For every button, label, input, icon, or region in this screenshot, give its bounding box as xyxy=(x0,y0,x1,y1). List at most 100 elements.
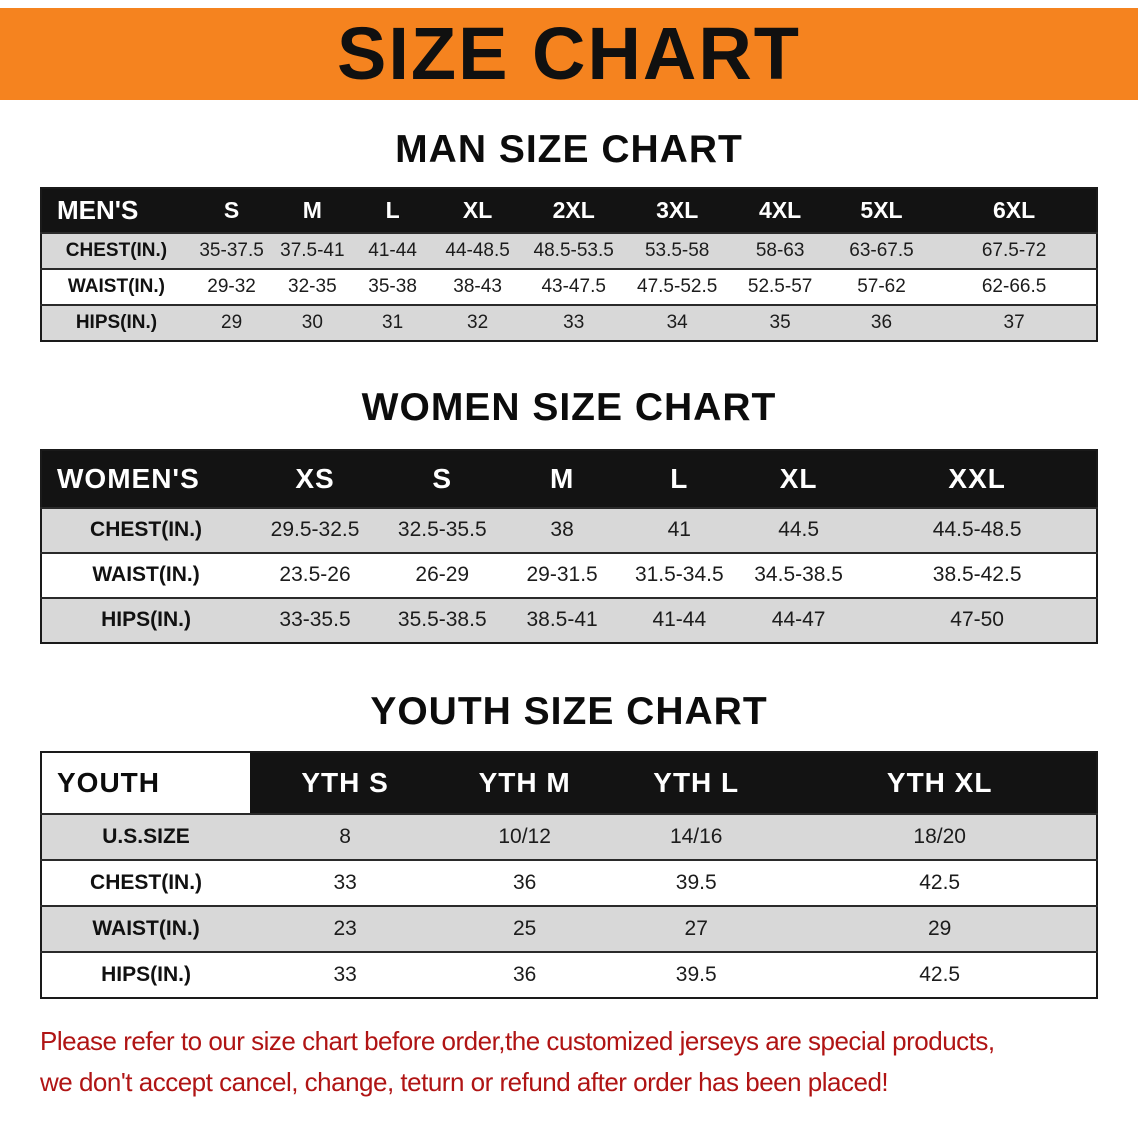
table-row: HIPS(IN.) 29 30 31 32 33 34 35 36 37 xyxy=(41,303,1097,341)
value-cell: 41 xyxy=(619,506,739,553)
value-cell: 35.5-38.5 xyxy=(379,596,505,643)
value-cell: 37 xyxy=(932,303,1097,341)
table-row: WAIST(IN.) 29-32 32-35 35-38 38-43 43-47.5 47.… xyxy=(41,267,1097,305)
value-cell: 14/16 xyxy=(609,812,784,860)
women-size-section: WOMEN SIZE CHART WOMEN'S XS S M L XL XXL CHEST(… xyxy=(0,386,1138,644)
value-cell: 48.5-53.5 xyxy=(522,231,625,269)
value-cell: 33 xyxy=(250,858,441,906)
value-cell: 44-47 xyxy=(738,596,859,643)
size-header-cell: L xyxy=(619,449,739,508)
value-cell: 36 xyxy=(440,858,610,906)
value-cell: 31.5-34.5 xyxy=(619,551,739,598)
value-cell: 53.5-58 xyxy=(624,231,730,269)
value-cell: 44.5 xyxy=(738,506,859,553)
disclaimer-line-2: we don't accept cancel, change, teturn o… xyxy=(40,1067,889,1098)
size-header-cell: S xyxy=(379,449,505,508)
value-cell: 10/12 xyxy=(440,812,610,860)
row-label-cell: CHEST(IN.) xyxy=(41,231,191,269)
row-label-cell: U.S.SIZE xyxy=(41,812,251,860)
table-title-cell: MEN'S xyxy=(41,187,191,233)
table-header-row: YOUTH YTH S YTH M YTH L YTH XL xyxy=(41,751,1097,814)
women-size-table: WOMEN'S XS S M L XL XXL CHEST(IN.) 29.5-32.5 32.5… xyxy=(40,448,1098,644)
value-cell: 62-66.5 xyxy=(932,267,1097,305)
table-row: WAIST(IN.) 23.5-26 26-29 29-31.5 31.5-34.5 34… xyxy=(41,551,1097,598)
value-cell: 47.5-52.5 xyxy=(624,267,730,305)
value-cell: 29-32 xyxy=(190,267,273,305)
value-cell: 23.5-26 xyxy=(250,551,380,598)
value-cell: 29 xyxy=(190,303,273,341)
value-cell: 39.5 xyxy=(609,858,784,906)
value-cell: 63-67.5 xyxy=(830,231,933,269)
table-row: CHEST(IN.) 35-37.5 37.5-41 41-44 44-48.5 48.5… xyxy=(41,231,1097,269)
table-title-cell: WOMEN'S xyxy=(41,449,251,508)
value-cell: 57-62 xyxy=(830,267,933,305)
value-cell: 23 xyxy=(250,904,441,952)
value-cell: 35 xyxy=(729,303,831,341)
value-cell: 41-44 xyxy=(619,596,739,643)
value-cell: 47-50 xyxy=(858,596,1097,643)
size-header-cell: YTH S xyxy=(250,751,441,814)
value-cell: 35-38 xyxy=(352,267,433,305)
table-row: WAIST(IN.) 23 25 27 29 xyxy=(41,904,1097,952)
value-cell: 67.5-72 xyxy=(932,231,1097,269)
row-label-cell: WAIST(IN.) xyxy=(41,267,191,305)
size-header-cell: S xyxy=(190,187,273,233)
value-cell: 52.5-57 xyxy=(729,267,831,305)
value-cell: 38.5-41 xyxy=(504,596,620,643)
table-header-row: WOMEN'S XS S M L XL XXL xyxy=(41,449,1097,508)
size-header-cell: 4XL xyxy=(729,187,831,233)
table-row: CHEST(IN.) 29.5-32.5 32.5-35.5 38 41 44.5 44.5… xyxy=(41,506,1097,553)
value-cell: 8 xyxy=(250,812,441,860)
row-label-cell: WAIST(IN.) xyxy=(41,904,251,952)
size-header-cell: 2XL xyxy=(522,187,625,233)
size-header-cell: XXL xyxy=(858,449,1097,508)
table-row: HIPS(IN.) 33-35.5 35.5-38.5 38.5-41 41-44 44-… xyxy=(41,596,1097,643)
banner-title: SIZE CHART xyxy=(337,12,801,95)
size-header-cell: YTH M xyxy=(440,751,610,814)
value-cell: 31 xyxy=(352,303,433,341)
value-cell: 44.5-48.5 xyxy=(858,506,1097,553)
value-cell: 36 xyxy=(830,303,933,341)
size-header-cell: 5XL xyxy=(830,187,933,233)
table-row: HIPS(IN.) 33 36 39.5 42.5 xyxy=(41,950,1097,998)
value-cell: 29-31.5 xyxy=(504,551,620,598)
men-size-section: MAN SIZE CHART MEN'S S M L XL 2XL 3XL 4XL 5XL 6XL… xyxy=(0,128,1138,342)
size-chart-banner: SIZE CHART xyxy=(0,8,1138,100)
value-cell: 38.5-42.5 xyxy=(858,551,1097,598)
value-cell: 43-47.5 xyxy=(522,267,625,305)
value-cell: 42.5 xyxy=(783,950,1097,998)
value-cell: 58-63 xyxy=(729,231,831,269)
size-header-cell: 3XL xyxy=(624,187,730,233)
value-cell: 39.5 xyxy=(609,950,784,998)
value-cell: 34 xyxy=(624,303,730,341)
value-cell: 32 xyxy=(432,303,523,341)
value-cell: 25 xyxy=(440,904,610,952)
men-section-heading: MAN SIZE CHART xyxy=(395,128,743,171)
value-cell: 33 xyxy=(522,303,625,341)
size-header-cell: 6XL xyxy=(932,187,1097,233)
value-cell: 32-35 xyxy=(272,267,353,305)
value-cell: 26-29 xyxy=(379,551,505,598)
men-size-table: MEN'S S M L XL 2XL 3XL 4XL 5XL 6XL CHEST(IN.) 35-37… xyxy=(40,186,1098,342)
row-label-cell: WAIST(IN.) xyxy=(41,551,251,598)
value-cell: 30 xyxy=(272,303,353,341)
value-cell: 27 xyxy=(609,904,784,952)
value-cell: 38-43 xyxy=(432,267,523,305)
size-header-cell: XL xyxy=(738,449,859,508)
youth-size-section: YOUTH SIZE CHART YOUTH YTH S YTH M YTH L YTH… xyxy=(0,690,1138,999)
row-label-cell: CHEST(IN.) xyxy=(41,506,251,553)
size-header-cell: L xyxy=(352,187,433,233)
value-cell: 38 xyxy=(504,506,620,553)
size-header-cell: YTH L xyxy=(609,751,784,814)
size-header-cell: XL xyxy=(432,187,523,233)
value-cell: 34.5-38.5 xyxy=(738,551,859,598)
size-header-cell: M xyxy=(504,449,620,508)
youth-section-heading: YOUTH SIZE CHART xyxy=(370,689,768,733)
value-cell: 44-48.5 xyxy=(432,231,523,269)
row-label-cell: CHEST(IN.) xyxy=(41,858,251,906)
value-cell: 29.5-32.5 xyxy=(250,506,380,553)
disclaimer-line-1: Please refer to our size chart before or… xyxy=(40,1025,995,1056)
table-row: U.S.SIZE 8 10/12 14/16 18/20 xyxy=(41,812,1097,860)
size-header-cell: XS xyxy=(250,449,380,508)
size-header-cell: YTH XL xyxy=(783,751,1097,814)
